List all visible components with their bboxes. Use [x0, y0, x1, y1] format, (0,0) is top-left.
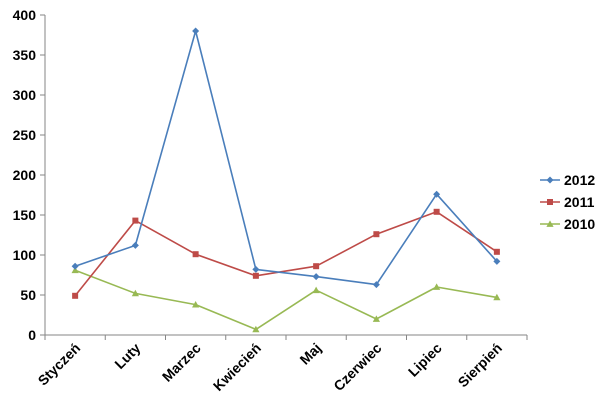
series-line — [74, 211, 498, 297]
x-tick-label: Czerwiec — [330, 340, 384, 394]
data-point — [312, 286, 320, 294]
series-layer — [71, 27, 501, 333]
legend-item-2012: 2012 — [540, 172, 595, 188]
data-point — [493, 248, 500, 255]
data-point — [372, 315, 380, 322]
y-tick-label: 200 — [13, 167, 37, 183]
legend: 2012 2011 2010 — [540, 172, 595, 232]
data-point — [312, 273, 320, 281]
x-tick-label: Styczeń — [35, 340, 84, 389]
series-2012 — [71, 27, 501, 289]
y-tick-label: 350 — [13, 47, 37, 63]
data-point — [72, 292, 79, 299]
data-point — [372, 281, 380, 289]
data-point — [252, 272, 259, 279]
series-2010 — [71, 266, 501, 333]
x-tick-label: Kwiecień — [210, 340, 264, 394]
data-point — [132, 217, 139, 224]
legend-marker — [547, 199, 553, 205]
y-tick-label: 400 — [13, 7, 37, 23]
series-line — [74, 269, 498, 331]
y-tick-label: 150 — [13, 207, 37, 223]
x-axis-ticks: Styczeń Luty Marzec Kwiecień Maj Czerwiec Lipi… — [35, 335, 528, 394]
x-tick-label: Marzec — [159, 340, 204, 385]
data-point — [131, 289, 139, 297]
legend-label: 2010 — [564, 216, 595, 232]
data-point — [373, 231, 380, 238]
legend-item-2011: 2011 — [540, 194, 595, 210]
data-point — [192, 27, 200, 35]
data-point — [493, 257, 501, 265]
data-point — [313, 263, 320, 270]
x-tick-label: Lipiec — [405, 340, 445, 380]
x-tick-label: Maj — [296, 340, 324, 368]
y-tick-label: 250 — [13, 127, 37, 143]
legend-item-2010: 2010 — [540, 216, 595, 232]
y-axis-ticks: 0 50 100 150 200 250 300 350 400 — [13, 7, 45, 343]
data-point — [192, 301, 200, 308]
series-2011 — [72, 208, 500, 299]
data-point — [71, 266, 79, 274]
data-point — [252, 325, 260, 333]
data-point — [71, 262, 79, 270]
legend-label: 2011 — [564, 194, 595, 210]
data-point — [433, 190, 441, 198]
series-line — [74, 30, 498, 286]
data-point — [252, 265, 260, 273]
x-tick-label: Sierpień — [455, 340, 505, 390]
data-point — [131, 241, 139, 249]
y-tick-label: 50 — [20, 287, 36, 303]
legend-label: 2012 — [564, 172, 595, 188]
y-tick-label: 0 — [28, 327, 36, 343]
data-point — [192, 251, 199, 258]
legend-marker — [546, 176, 554, 184]
data-point — [493, 293, 501, 301]
y-tick-label: 300 — [13, 87, 37, 103]
y-tick-label: 100 — [13, 247, 37, 263]
x-tick-label: Luty — [111, 340, 143, 372]
legend-marker — [546, 220, 554, 227]
data-point — [433, 208, 440, 215]
data-point — [433, 283, 441, 290]
